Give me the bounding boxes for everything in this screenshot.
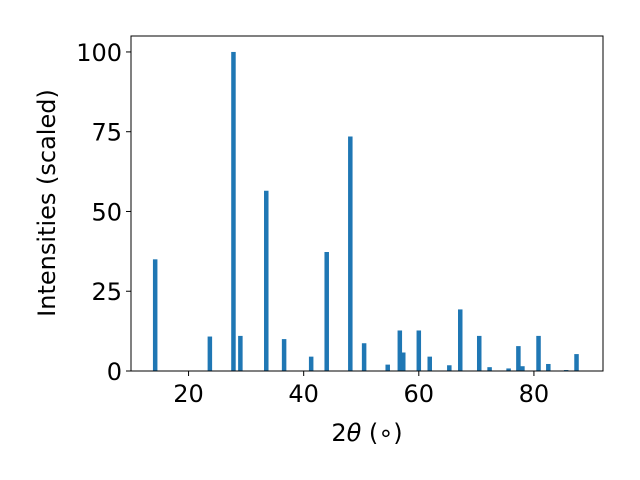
bar-peak xyxy=(458,309,463,371)
bar-peak xyxy=(427,356,432,371)
bar-peak xyxy=(281,339,287,371)
y-tick-label: 25 xyxy=(91,278,122,306)
bar-peak xyxy=(207,336,213,371)
bar-peak xyxy=(231,51,236,371)
bar-peak xyxy=(324,252,329,371)
y-tick-label: 100 xyxy=(76,39,122,67)
bar-peak xyxy=(152,259,158,371)
bar-peak xyxy=(516,346,521,371)
y-tick-label: 0 xyxy=(107,358,122,386)
bar-peak xyxy=(506,368,511,371)
bar-peak xyxy=(476,335,482,371)
bar-peak xyxy=(520,366,525,371)
bar-peak xyxy=(447,365,452,371)
x-axis-label: 2θ (∘) xyxy=(331,419,402,447)
bar-peak xyxy=(487,367,492,371)
bar-peak xyxy=(546,363,551,371)
bar-peak xyxy=(308,356,314,371)
x-tick-label: 80 xyxy=(519,380,550,408)
y-tick-label: 50 xyxy=(91,198,122,226)
x-tick-label: 60 xyxy=(404,380,435,408)
bar-peak xyxy=(416,330,422,371)
y-tick-label: 75 xyxy=(91,119,122,147)
bar-peak xyxy=(264,190,269,371)
x-axis: 20 40 60 80 xyxy=(173,371,549,408)
bar-peak xyxy=(385,364,390,371)
plot-frame xyxy=(130,35,604,372)
bar-peak xyxy=(361,343,367,371)
x-tick-label: 40 xyxy=(288,380,319,408)
bar-peak xyxy=(238,335,243,371)
bar-series xyxy=(152,51,579,371)
bar-peak xyxy=(401,352,406,371)
bar-peak xyxy=(348,136,353,371)
bar-peak xyxy=(397,330,403,371)
x-tick-label: 20 xyxy=(173,380,204,408)
bar-peak xyxy=(574,354,579,371)
y-axis: 0 25 50 75 100 xyxy=(76,39,131,386)
bar-peak xyxy=(536,335,541,371)
y-axis-label: Intensities (scaled) xyxy=(33,89,61,317)
